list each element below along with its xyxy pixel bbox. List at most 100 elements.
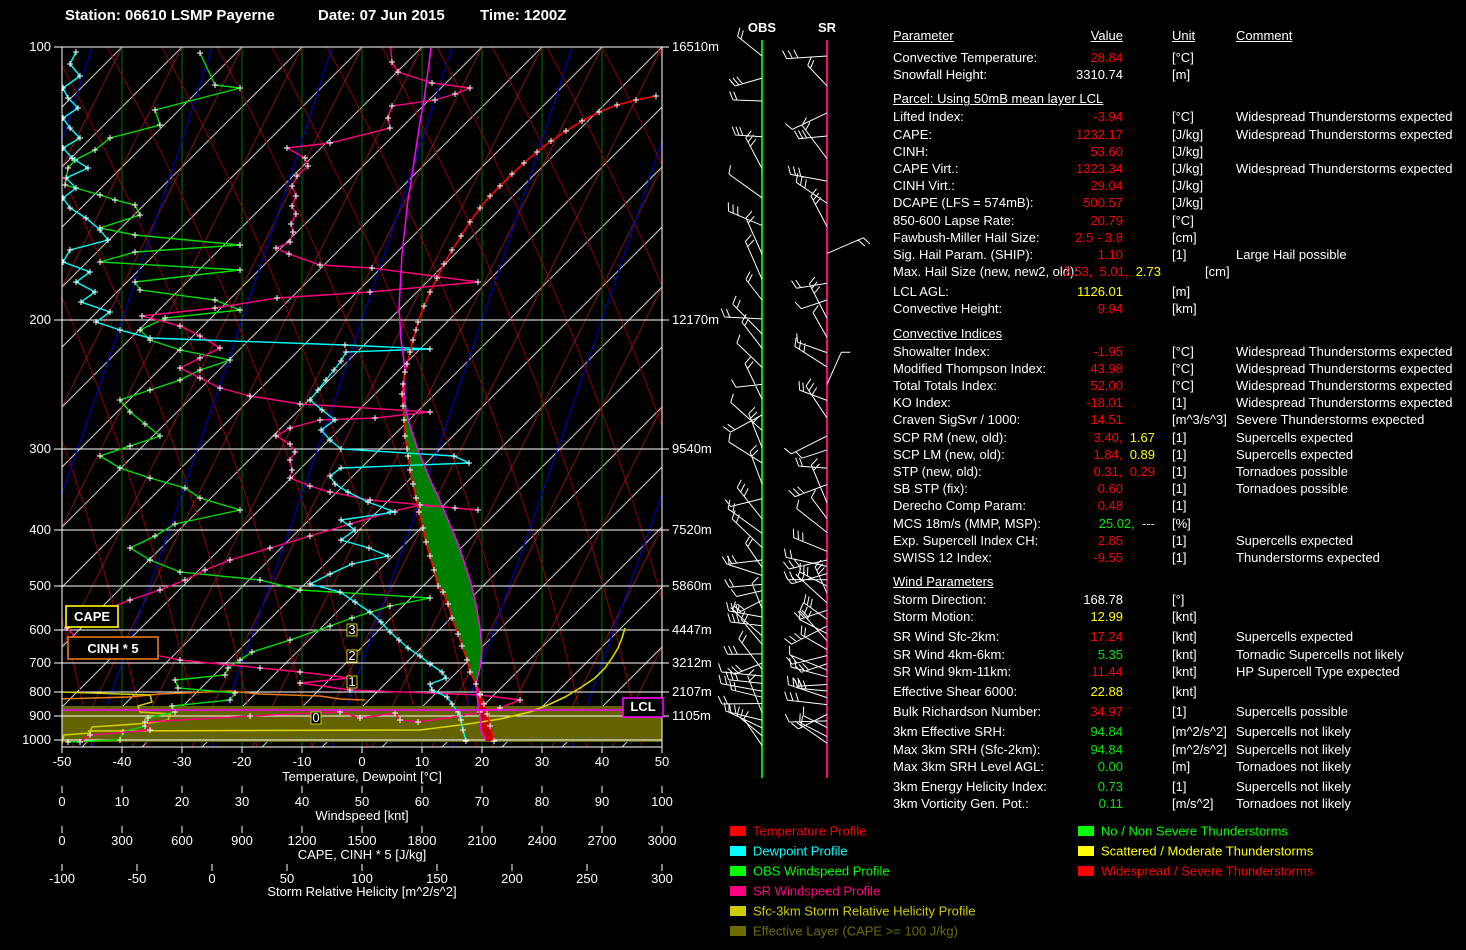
pressure-tick-label: 900: [29, 708, 51, 723]
cape-tick-label: 900: [231, 833, 253, 848]
windspeed-tick-label: 90: [595, 794, 609, 809]
table-row: CINH Virt.: 29.04 [J/kg]: [893, 177, 1466, 194]
windspeed-axis-title: Windspeed [knt]: [315, 808, 408, 823]
param-unit: [m^2/s^2]: [1172, 724, 1227, 740]
param-unit: [1]: [1172, 532, 1187, 548]
legend-swatch: [1078, 825, 1094, 836]
param-comment: Widespread Thunderstorms expected: [1236, 343, 1453, 359]
param-value: 1323.34: [1076, 160, 1123, 176]
param-value: 25.02, ---: [1098, 515, 1155, 531]
legend-item: Widespread / Severe Thunderstorms: [1078, 862, 1313, 882]
param-value: -1.95: [1093, 343, 1123, 359]
param-comment: Tornadoes possible: [1236, 463, 1349, 479]
windspeed-tick-label: 80: [535, 794, 549, 809]
param-label: SCP LM (new, old):: [893, 446, 1005, 462]
cape-axis-title: CAPE, CINH * 5 [J/kg]: [298, 847, 427, 862]
svg-text:LCL: LCL: [630, 699, 655, 714]
temperature-tick-label: -10: [293, 754, 312, 769]
param-unit: [1]: [1172, 429, 1187, 445]
table-row: SWISS 12 Index: -9.55 [1] Thunderstorms exp…: [893, 549, 1466, 566]
param-comment: Tornadoes possible: [1236, 481, 1349, 497]
table-row: 3km Energy Helicity Index: 0.73 [1] Superce…: [893, 778, 1466, 795]
param-unit: [°]: [1172, 592, 1185, 608]
param-label: Modified Thompson Index:: [893, 360, 1046, 376]
cape-tick-label: 1500: [348, 833, 377, 848]
cape-tick-label: 1200: [288, 833, 317, 848]
param-value: 0.11: [1098, 796, 1123, 812]
table-section-header: Convective Indices: [893, 325, 1003, 341]
pressure-tick-label: 300: [29, 441, 51, 456]
table-row: Total Totals Index: 52.00 [°C] Widespread T…: [893, 377, 1466, 394]
date-label: Date: 07 Jun 2015: [318, 7, 445, 24]
windspeed-tick-label: 20: [175, 794, 189, 809]
sr-wind-barbs: [782, 40, 871, 778]
param-value: 3310.74: [1076, 67, 1123, 83]
param-comment: Supercells expected: [1236, 429, 1354, 445]
srh-tick-label: 150: [426, 871, 448, 886]
param-label: KO Index:: [893, 395, 951, 411]
param-comment: Large Hail possible: [1236, 246, 1347, 262]
param-value: -9.55: [1093, 549, 1123, 565]
param-comment: HP Supercell Type expected: [1236, 663, 1400, 679]
table-row: MCS 18m/s (MMP, MSP): 25.02, --- [%]: [893, 515, 1466, 532]
param-label: CAPE Virt.:: [893, 160, 959, 176]
temperature-tick-label: 10: [415, 754, 429, 769]
param-value: 1.84, 0.89: [1093, 446, 1155, 462]
param-unit: [m]: [1172, 284, 1191, 300]
param-comment: Widespread Thunderstorms expected: [1236, 395, 1453, 411]
cape-profile: [87, 627, 626, 732]
temperature-profile: [399, 93, 659, 744]
height-tick-label: 12170m: [672, 312, 719, 327]
temperature-tick-label: 0: [358, 754, 365, 769]
param-unit: [°C]: [1172, 212, 1194, 228]
legend-item: OBS Windspeed Profile: [730, 862, 976, 882]
dewpoint-profile: [62, 49, 472, 744]
param-comment: Tornadic Supercells not likely: [1236, 646, 1404, 662]
param-label: Max 3km SRH Level AGL:: [893, 758, 1044, 774]
pressure-tick-label: 100: [29, 39, 51, 54]
svg-text:0: 0: [312, 710, 319, 725]
param-value: 0.48: [1097, 498, 1123, 514]
param-value: 28.84: [1090, 50, 1123, 65]
param-comment: Tornadoes not likely: [1236, 758, 1351, 774]
legend-item: Sfc-3km Storm Relative Helicity Profile: [730, 902, 976, 922]
table-row: Max 3km SRH (Sfc-2km): 94.84 [m^2/s^2] Supe…: [893, 741, 1466, 758]
severity-legend: No / Non Severe Thunderstorms Scattered /…: [1078, 822, 1313, 882]
param-label: CINH:: [893, 143, 929, 159]
height-tick-label: 7520m: [672, 522, 712, 537]
param-label: Convective Temperature:: [893, 50, 1038, 65]
time-label: Time: 1200Z: [480, 7, 567, 24]
cinh-annotation-label: CINH * 5: [67, 636, 159, 660]
param-comment: Widespread Thunderstorms expected: [1236, 109, 1453, 125]
pressure-tick-label: 500: [29, 578, 51, 593]
param-unit: [1]: [1172, 446, 1187, 462]
param-label: Bulk Richardson Number:: [893, 704, 1042, 720]
param-unit: [J/kg]: [1172, 143, 1204, 159]
param-value: 52.00: [1090, 378, 1123, 393]
km-height-marker: 2: [346, 648, 358, 663]
windspeed-tick-label: 40: [295, 794, 309, 809]
legend-swatch: [730, 845, 746, 856]
cape-tick-label: 1800: [408, 833, 437, 848]
param-comment: Supercells expected: [1236, 629, 1354, 645]
param-unit: [knt]: [1172, 684, 1197, 699]
annotation-boxes: CAPE CINH * 5 LCL: [65, 605, 664, 718]
cape-tick-label: 300: [111, 833, 133, 848]
table-row: Convective Temperature: 28.84 [°C]: [893, 49, 1466, 66]
param-label: SWISS 12 Index:: [893, 549, 992, 565]
param-label: Fawbush-Miller Hail Size:: [893, 229, 1040, 245]
table-row: Showalter Index: -1.95 [°C] Widespread Thun…: [893, 343, 1466, 360]
pressure-tick-label: 200: [29, 312, 51, 327]
table-row: SCP LM (new, old): 1.84, 0.89 [1] Supercell…: [893, 446, 1466, 463]
cape-tick-label: 0: [58, 833, 65, 848]
pressure-tick-label: 400: [29, 522, 51, 537]
temperature-tick-label: 20: [475, 754, 489, 769]
legend-swatch: [730, 865, 746, 876]
param-value: 53.60: [1090, 143, 1123, 159]
param-unit: [cm]: [1205, 264, 1230, 280]
param-unit: [°C]: [1172, 50, 1194, 65]
param-label: Max. Hail Size (new, new2, old):: [893, 264, 1078, 280]
legend-swatch: [730, 885, 746, 896]
param-unit: [1]: [1172, 549, 1187, 565]
